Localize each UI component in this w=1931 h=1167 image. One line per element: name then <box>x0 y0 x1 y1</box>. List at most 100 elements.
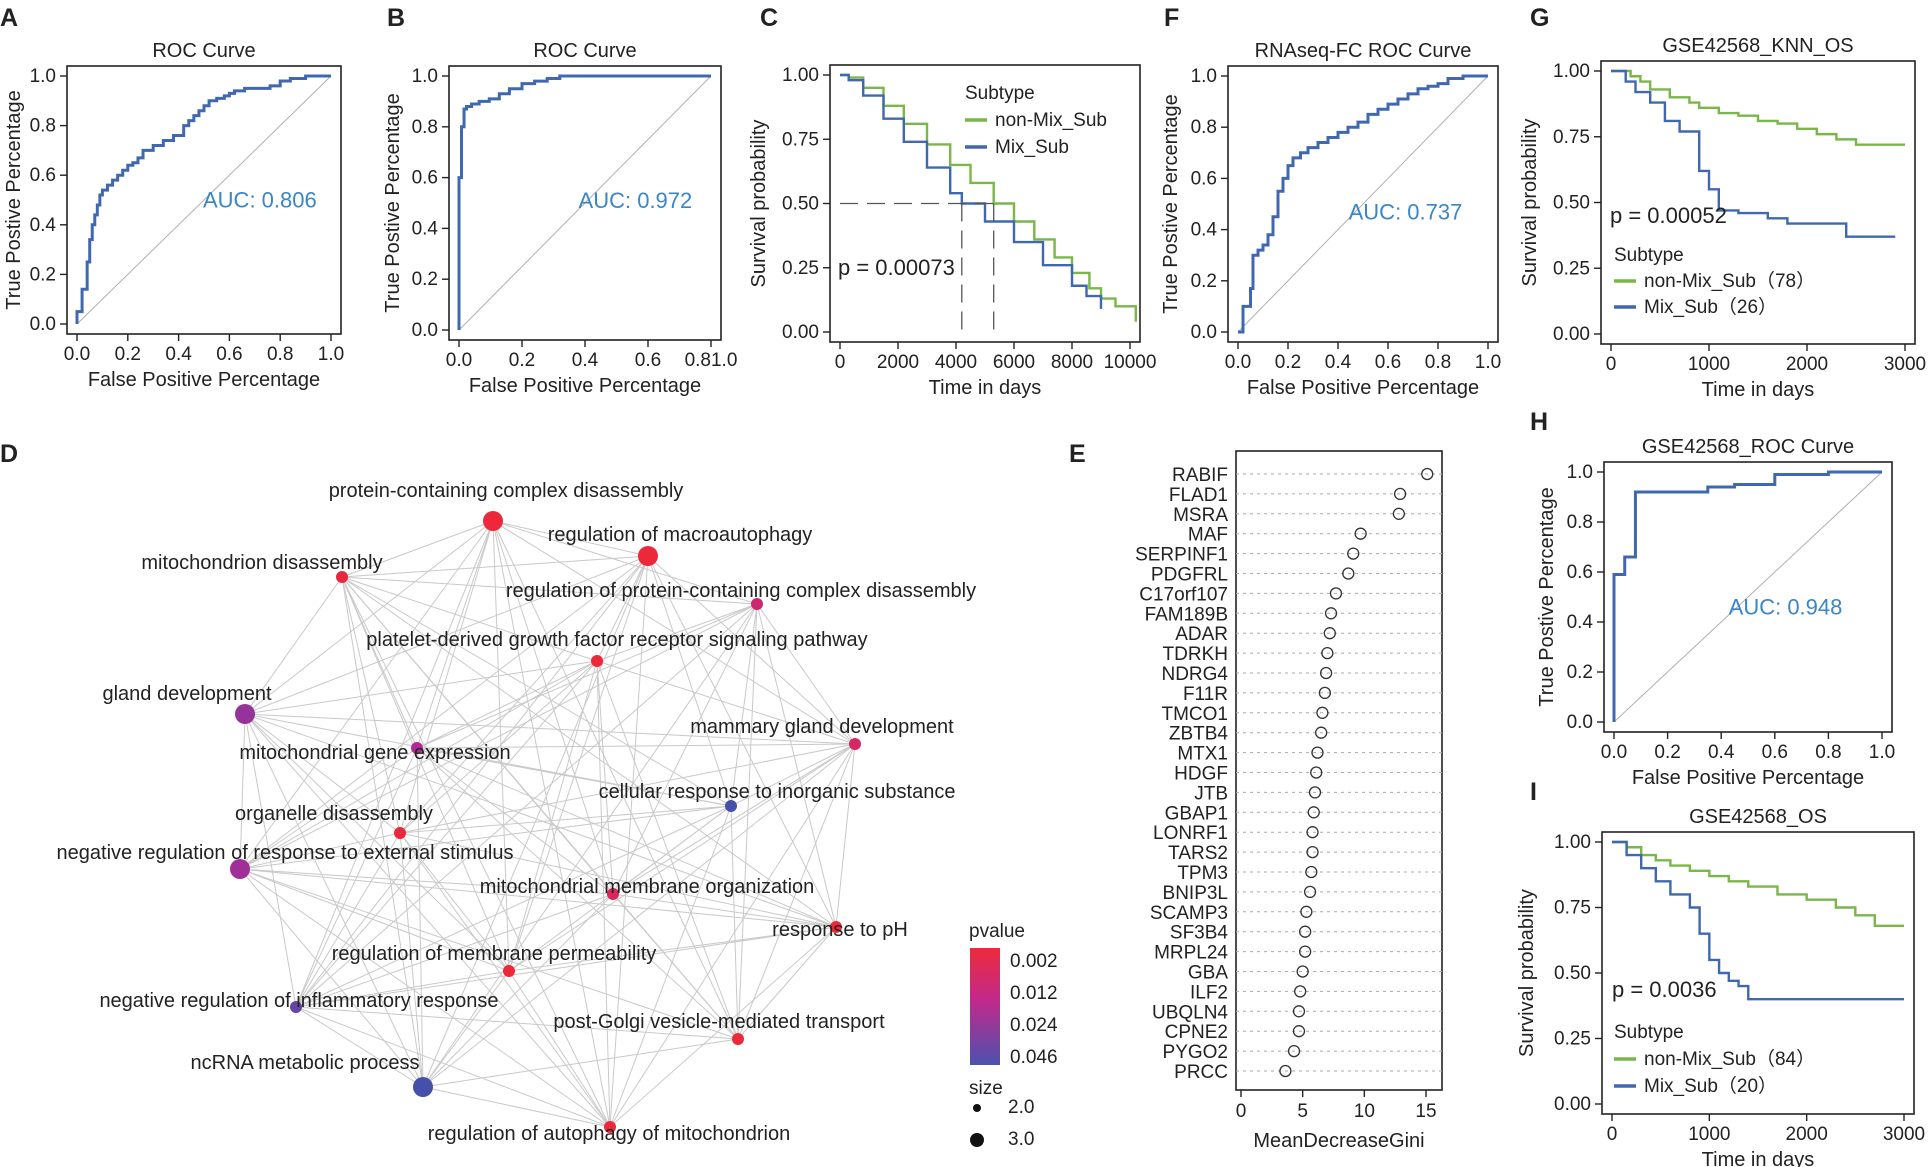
network-edge <box>835 743 856 928</box>
network-edge <box>239 868 614 895</box>
network-edge <box>422 743 856 1088</box>
data-point <box>1310 766 1323 779</box>
network-edge <box>399 832 837 928</box>
network-edge <box>239 805 732 870</box>
x-axis-label: False Positive Percentage <box>1247 377 1479 399</box>
legend-entry-label: Mix_Sub（26） <box>1644 296 1777 318</box>
network-edge <box>295 660 598 1008</box>
x-axis-label: MeanDecreaseGini <box>1253 1130 1424 1152</box>
gene-label: RABIF <box>1172 465 1228 486</box>
network-edge <box>612 893 739 1040</box>
network-edge <box>492 520 649 557</box>
panel-letter-a: A <box>0 4 18 32</box>
gene-label: BNIP3L <box>1163 883 1228 904</box>
y-tick-label: 1.0 <box>1567 462 1593 483</box>
network-edge <box>341 555 649 578</box>
network-node <box>290 1001 302 1013</box>
gene-label: GBA <box>1188 963 1228 984</box>
network-edge <box>295 1006 611 1128</box>
data-point <box>1292 1025 1306 1038</box>
network-edge <box>492 520 510 972</box>
survival-curve-mix-sub <box>1611 69 1896 238</box>
network-edge <box>730 805 739 1040</box>
x-tick-label: 0.0 <box>64 344 90 365</box>
network-edge <box>422 970 510 1088</box>
network-edge <box>399 832 424 1088</box>
data-point <box>1311 746 1324 759</box>
network-edge <box>422 893 614 1088</box>
x-tick-label: 0 <box>1236 1101 1247 1122</box>
x-tick-label: 0.6 <box>635 350 661 371</box>
panel-letter-e: E <box>1069 440 1086 468</box>
x-tick-label: 0.8 <box>1425 352 1451 373</box>
network-edge <box>295 520 494 1008</box>
panel-letter-i: I <box>1530 778 1537 806</box>
network-edge <box>609 926 837 1128</box>
network-edge <box>295 926 837 1008</box>
x-tick-label: 2000 <box>877 352 919 373</box>
network-edge <box>341 576 611 1128</box>
x-axis-label: False Positive Percentage <box>469 375 701 397</box>
gene-label: PRCC <box>1174 1062 1228 1083</box>
network-edge <box>508 660 598 972</box>
network-edge <box>239 832 401 870</box>
x-axis-label: Time in days <box>929 377 1042 399</box>
x-tick-label: 0.8 <box>1815 742 1841 763</box>
auc-label: AUC: 0.737 <box>1349 199 1463 224</box>
y-tick-label: 0.2 <box>30 264 56 285</box>
x-tick-label: 0 <box>835 352 846 373</box>
plot-frame <box>1601 831 1915 1115</box>
legend-title: Subtype <box>965 83 1035 104</box>
network-edge <box>596 603 758 662</box>
data-point <box>1307 806 1320 819</box>
network-edge <box>244 713 611 1128</box>
diagonal-reference-line <box>458 75 712 331</box>
network-edge <box>737 603 758 1040</box>
network-edge <box>508 555 649 972</box>
gene-label: JTB <box>1194 783 1228 804</box>
network-node-label: gland development <box>102 683 271 705</box>
network-edge <box>295 893 614 1008</box>
legend-color-title: pvalue <box>969 921 1025 942</box>
y-axis-label: True Postive Percentage <box>382 93 404 312</box>
network-edge <box>341 520 494 578</box>
y-tick-label: 0.25 <box>782 258 819 279</box>
network-node <box>607 888 619 900</box>
y-tick-label: 0.50 <box>1554 963 1591 984</box>
data-point <box>1321 646 1334 660</box>
panel-e: RABIFFLAD1MSRAMAFSERPINF1PDGFRLC17orf107… <box>1135 450 1443 1152</box>
y-axis-label: Survival probability <box>1516 889 1538 1057</box>
data-point <box>1392 507 1406 520</box>
survival-curve-mix-sub <box>840 73 1103 309</box>
p-value-annotation: p = 0.00073 <box>838 255 955 280</box>
data-point <box>1300 905 1313 918</box>
x-tick-label: 15 <box>1415 1101 1436 1122</box>
y-tick-label: 0.50 <box>782 194 819 215</box>
network-edge <box>295 970 510 1008</box>
x-tick-label: 0.4 <box>165 344 192 365</box>
y-tick-label: 0.6 <box>1567 562 1593 583</box>
x-tick-label: 0.2 <box>1275 352 1301 373</box>
legend-entry-label: non-Mix_Sub（84） <box>1644 1048 1815 1070</box>
panel-c: 0 2000 4000 6000 8000 10000 0.00 0.25 0.50 0.75 1.… <box>748 64 1156 399</box>
x-tick-label: 0.2 <box>509 350 535 371</box>
y-tick-label: 0.2 <box>1191 271 1217 292</box>
x-tick-label: 2000 <box>1786 354 1828 375</box>
network-edge <box>341 576 837 928</box>
gene-label: LONRF1 <box>1153 823 1228 844</box>
network-edge <box>422 1086 611 1128</box>
y-axis-label: Survival probability <box>748 120 770 288</box>
panel-letter-f: F <box>1164 4 1179 32</box>
y-tick-label: 0.4 <box>1191 220 1218 241</box>
legend-entry-label: Mix_Sub（20） <box>1644 1075 1777 1097</box>
network-node-label: organelle disassembly <box>235 803 433 825</box>
legend-entry-label: non-Mix_Sub（78） <box>1644 270 1815 292</box>
x-tick-label: 1000 <box>1688 354 1730 375</box>
network-node-label: regulation of protein-containing complex… <box>506 580 976 602</box>
panel-h: 0.0 0.2 0.4 0.6 0.8 1.0 0.0 0.2 0.4 0.6 0.8 1.0 GSE4… <box>1536 436 1895 789</box>
y-tick-label: 0.8 <box>1191 117 1217 138</box>
x-tick-label: 0.81.0 <box>685 350 738 371</box>
network-node <box>638 546 658 566</box>
pvalue-tick-label: 0.046 <box>1010 1047 1058 1068</box>
y-axis-label: True Postive Percentage <box>1160 94 1182 313</box>
